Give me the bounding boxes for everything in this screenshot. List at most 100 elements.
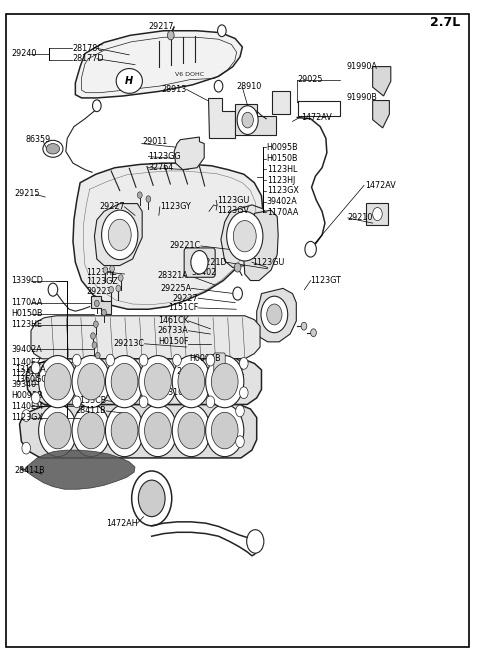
Circle shape bbox=[78, 364, 105, 400]
Ellipse shape bbox=[43, 140, 63, 157]
Text: H0095B: H0095B bbox=[189, 354, 221, 364]
Text: 32764: 32764 bbox=[148, 163, 174, 172]
Text: H0095B: H0095B bbox=[11, 391, 43, 400]
Text: V6 DOHC: V6 DOHC bbox=[175, 72, 204, 77]
Polygon shape bbox=[95, 204, 142, 265]
Text: 1472AV: 1472AV bbox=[301, 113, 332, 122]
Text: 29227: 29227 bbox=[172, 293, 198, 303]
Circle shape bbox=[96, 352, 100, 359]
Circle shape bbox=[132, 471, 172, 526]
Circle shape bbox=[217, 25, 226, 37]
Circle shape bbox=[92, 342, 97, 348]
Polygon shape bbox=[26, 359, 262, 404]
Text: 1123HJ: 1123HJ bbox=[267, 176, 295, 185]
Text: 28411B: 28411B bbox=[15, 466, 46, 476]
Text: 28910: 28910 bbox=[236, 82, 262, 90]
Polygon shape bbox=[174, 137, 204, 170]
Circle shape bbox=[102, 210, 138, 259]
Ellipse shape bbox=[46, 143, 60, 154]
Polygon shape bbox=[73, 163, 263, 309]
Text: 28177D: 28177D bbox=[72, 54, 104, 64]
Circle shape bbox=[233, 287, 242, 300]
Text: 39402: 39402 bbox=[192, 267, 216, 276]
Circle shape bbox=[237, 105, 258, 134]
Circle shape bbox=[108, 219, 131, 251]
Circle shape bbox=[32, 362, 40, 374]
Circle shape bbox=[139, 396, 148, 407]
Text: 91990A: 91990A bbox=[347, 62, 378, 71]
Polygon shape bbox=[235, 104, 276, 135]
Polygon shape bbox=[20, 404, 257, 458]
Circle shape bbox=[72, 404, 110, 457]
Circle shape bbox=[168, 31, 174, 40]
Text: 1123GT: 1123GT bbox=[311, 276, 341, 285]
Circle shape bbox=[139, 354, 148, 366]
Polygon shape bbox=[244, 210, 278, 280]
Text: 26733A: 26733A bbox=[158, 326, 189, 335]
FancyBboxPatch shape bbox=[273, 92, 289, 113]
Text: 29221D: 29221D bbox=[195, 258, 227, 267]
Text: 1310SA: 1310SA bbox=[15, 365, 46, 375]
Text: 29025: 29025 bbox=[297, 75, 323, 84]
Circle shape bbox=[172, 404, 210, 457]
Text: 1170AA: 1170AA bbox=[11, 298, 42, 307]
Circle shape bbox=[22, 442, 31, 454]
Circle shape bbox=[44, 412, 71, 449]
Polygon shape bbox=[221, 205, 269, 267]
Text: 1339CD: 1339CD bbox=[11, 276, 43, 285]
Text: H0095B: H0095B bbox=[267, 143, 299, 152]
Text: 39402A: 39402A bbox=[267, 197, 298, 206]
Circle shape bbox=[72, 354, 81, 366]
Circle shape bbox=[38, 404, 77, 457]
Text: 29223: 29223 bbox=[86, 287, 112, 296]
Circle shape bbox=[214, 81, 223, 92]
Circle shape bbox=[234, 263, 241, 272]
Text: 28913: 28913 bbox=[161, 85, 187, 94]
Text: 29217: 29217 bbox=[149, 22, 174, 31]
Circle shape bbox=[91, 333, 96, 339]
Text: 39402A: 39402A bbox=[11, 345, 42, 354]
Text: 1123GY: 1123GY bbox=[160, 202, 191, 212]
Text: 86359: 86359 bbox=[25, 135, 50, 144]
Ellipse shape bbox=[116, 69, 143, 94]
Circle shape bbox=[32, 392, 40, 404]
Circle shape bbox=[106, 404, 144, 457]
Circle shape bbox=[95, 300, 99, 307]
Circle shape bbox=[178, 364, 204, 400]
FancyBboxPatch shape bbox=[6, 14, 469, 647]
Text: 29210: 29210 bbox=[348, 214, 373, 223]
Text: 91990B: 91990B bbox=[347, 94, 378, 102]
Text: 28411B: 28411B bbox=[76, 407, 107, 415]
Circle shape bbox=[146, 196, 151, 202]
Circle shape bbox=[233, 221, 256, 252]
Text: 1123HL: 1123HL bbox=[86, 267, 117, 276]
Circle shape bbox=[106, 354, 115, 366]
Circle shape bbox=[206, 396, 215, 407]
FancyBboxPatch shape bbox=[366, 203, 388, 225]
Circle shape bbox=[109, 286, 114, 293]
Text: 1461CK: 1461CK bbox=[158, 316, 189, 326]
Circle shape bbox=[116, 285, 120, 291]
Circle shape bbox=[22, 409, 31, 421]
Text: 1123GZ: 1123GZ bbox=[86, 277, 118, 286]
Text: 1123GU: 1123GU bbox=[217, 196, 250, 205]
Polygon shape bbox=[75, 31, 242, 98]
Polygon shape bbox=[257, 288, 296, 342]
Text: 1140FZ: 1140FZ bbox=[11, 358, 41, 367]
Text: 28178C: 28178C bbox=[72, 44, 103, 53]
Circle shape bbox=[211, 364, 238, 400]
Text: 29213C: 29213C bbox=[114, 339, 144, 348]
Circle shape bbox=[206, 354, 215, 366]
Text: 1123GX: 1123GX bbox=[11, 413, 43, 422]
Text: 29227: 29227 bbox=[99, 202, 124, 212]
Circle shape bbox=[211, 412, 238, 449]
Text: 1123HL: 1123HL bbox=[267, 164, 297, 174]
Circle shape bbox=[72, 396, 81, 407]
Circle shape bbox=[78, 412, 105, 449]
Circle shape bbox=[93, 100, 101, 111]
Text: 1151CF: 1151CF bbox=[168, 303, 198, 312]
Polygon shape bbox=[207, 98, 235, 138]
Text: 1472AV: 1472AV bbox=[365, 181, 396, 190]
Circle shape bbox=[311, 329, 316, 337]
Text: 1472AH: 1472AH bbox=[106, 519, 137, 528]
